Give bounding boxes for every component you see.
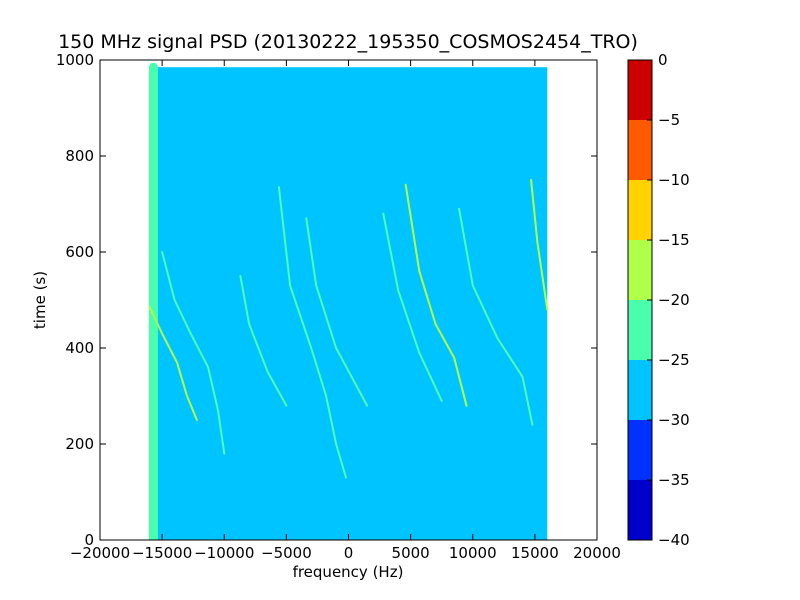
colorbar-tick-label: −40	[658, 531, 690, 549]
y-axis-label: time (s)	[31, 271, 49, 329]
x-axis-label: frequency (Hz)	[293, 563, 404, 581]
x-tick-label: −10000	[194, 544, 254, 562]
x-tick-label: 20000	[573, 544, 621, 562]
colorbar-tick-label: −35	[658, 471, 690, 489]
x-tick-label: 15000	[511, 544, 559, 562]
x-tick-label: 10000	[449, 544, 497, 562]
signal-traces	[148, 62, 549, 540]
psd-data-region	[149, 67, 548, 540]
colorbar-segment	[628, 480, 652, 540]
x-tick-label: −20000	[70, 544, 130, 562]
colorbar-tick-label: −10	[658, 171, 690, 189]
chart-title: 150 MHz signal PSD (20130222_195350_COSM…	[58, 31, 638, 53]
colorbar-tick-label: −25	[658, 351, 690, 369]
x-tick-label: −5000	[261, 544, 312, 562]
x-tick-label: 0	[344, 544, 354, 562]
trace-1	[148, 306, 198, 421]
colorbar-segment	[628, 240, 652, 300]
colorbar-tick-label: −20	[658, 291, 690, 309]
y-tick-label: 400	[65, 339, 94, 357]
y-tick-label: 600	[65, 243, 94, 261]
colorbar-segment	[628, 180, 652, 240]
y-tick-label: 1000	[56, 51, 94, 69]
trace-4	[277, 186, 347, 479]
trace-2	[161, 251, 226, 455]
y-tick-label: 200	[65, 435, 94, 453]
colorbar-segment	[628, 420, 652, 480]
y-tick-label: 0	[84, 531, 94, 549]
colorbar-tick-label: −5	[658, 111, 680, 129]
trace-9	[530, 179, 549, 311]
trace-7	[404, 183, 468, 407]
colorbar-tick-label: 0	[658, 51, 668, 69]
colorbar-tick-label: −30	[658, 411, 690, 429]
trace-8	[458, 207, 534, 426]
colorbar-segment	[628, 300, 652, 360]
y-tick-label: 800	[65, 147, 94, 165]
colorbar-segment	[628, 360, 652, 420]
y-axis: 0 200 400 600 800 1000	[56, 51, 597, 549]
colorbar-tick-label: −15	[658, 231, 690, 249]
x-axis: −20000 −15000 −10000 −5000 0 5000 10000 15000 20…	[70, 60, 621, 562]
colorbar: −40 −35 −30 −25 −20 −15 −10 −5 0	[627, 51, 690, 549]
trace-5	[305, 217, 369, 407]
trace-3	[239, 275, 288, 407]
plot-area	[100, 60, 597, 540]
trace-6	[382, 212, 443, 402]
x-tick-label: −15000	[132, 544, 192, 562]
colorbar-segment	[628, 120, 652, 180]
colorbar-segment	[628, 60, 652, 120]
x-tick-label: 5000	[392, 544, 430, 562]
